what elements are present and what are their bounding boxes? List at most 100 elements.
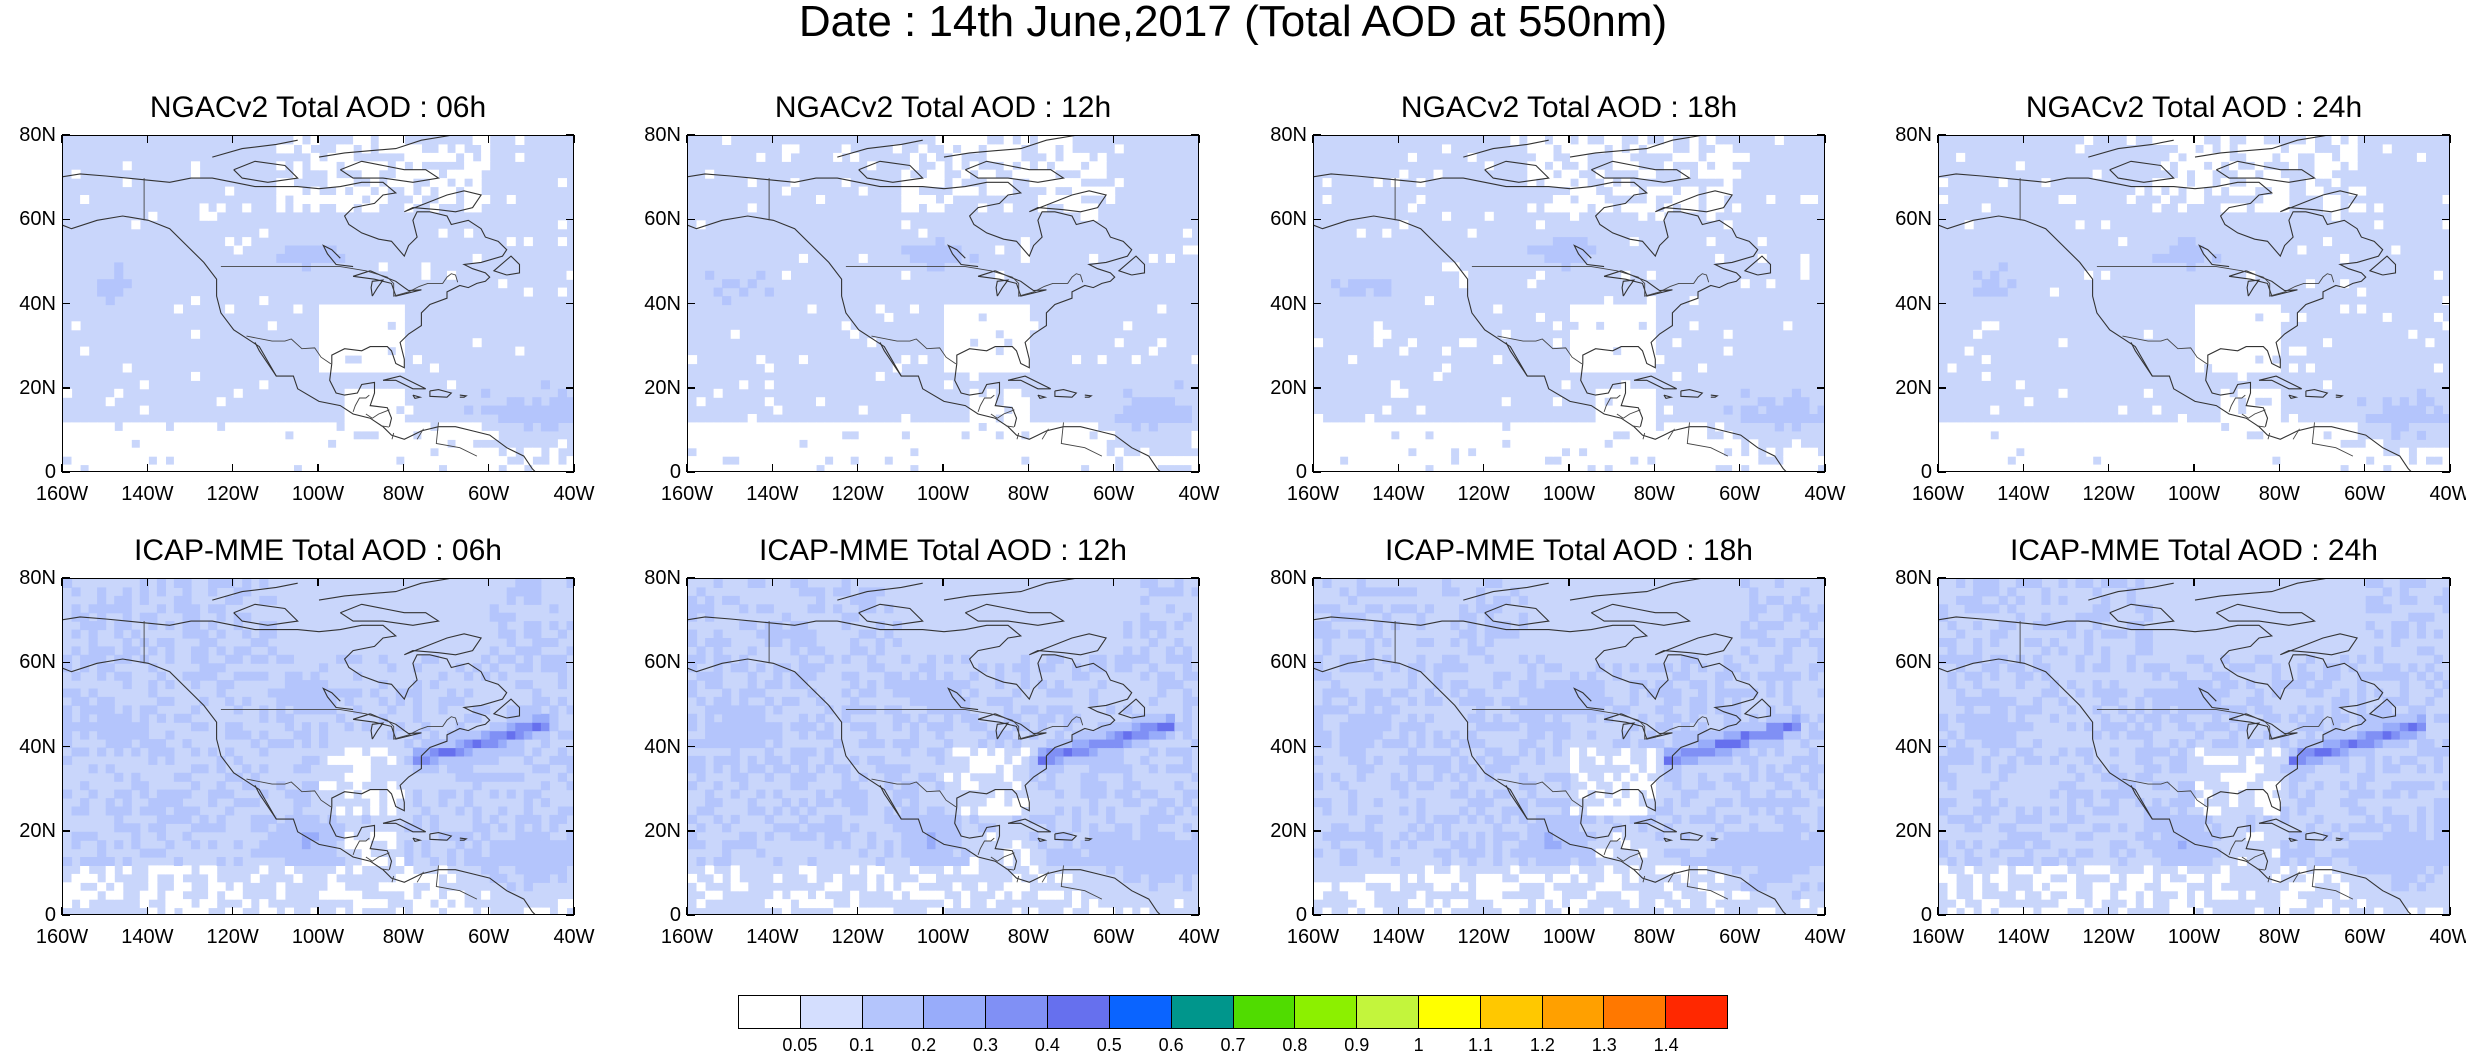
aod-cell [540,696,550,706]
aod-cell [489,814,499,824]
aod-cell [1706,152,1716,162]
aod-cell [1140,621,1150,631]
aod-cell [361,329,371,339]
aod-cell [1157,873,1167,883]
aod-cell [1191,456,1198,466]
aod-cell [995,312,1005,322]
aod-cell [429,882,439,892]
aod-cell [696,882,706,892]
lat-tick-mark [687,471,695,473]
aod-cell [1037,144,1047,154]
aod-cell [131,629,141,639]
aod-cell [1314,654,1324,664]
aod-cell [978,456,988,466]
aod-cell [105,890,115,900]
aod-cell [1165,397,1175,407]
aod-cell [557,730,567,740]
aod-cell [1646,422,1656,432]
aod-cell [191,823,201,833]
aod-cell [2280,186,2290,196]
aod-cell [2101,220,2111,230]
aod-cell [781,629,791,639]
aod-cell [225,654,235,664]
aod-cell [370,161,380,171]
aod-cell [2126,195,2136,204]
aod-cell [472,169,482,179]
aod-cell [909,890,919,900]
aod-cell [2340,253,2350,263]
aod-cell [250,422,260,432]
aod-cell [2348,430,2358,440]
aod-cell [892,772,902,782]
aod-cell [63,755,73,765]
aod-cell [455,907,465,914]
aod-cell [2254,346,2264,356]
aod-cell [114,772,124,782]
aod-cell [1339,739,1349,749]
aod-cell [858,848,868,858]
aod-cell [1990,270,2000,280]
aod-cell [2254,439,2264,449]
aod-cell [532,629,542,639]
aod-cell [1373,671,1383,681]
aod-cell [1612,355,1622,365]
aod-cell [199,764,209,774]
aod-cell [353,304,363,314]
aod-cell [1003,388,1013,398]
aod-cell [421,152,431,162]
aod-cell [841,772,851,782]
aod-cell [2092,422,2102,432]
aod-cell [88,789,98,799]
aod-cell [1783,456,1793,466]
aod-cell [1080,739,1090,749]
aod-cell [798,671,808,681]
aod-cell [2084,136,2094,145]
aod-cell [1981,371,1991,381]
aod-cell [1174,587,1184,597]
aod-cell [926,253,936,263]
aod-cell [156,747,166,757]
aod-cell [80,806,90,816]
aod-cell [1390,705,1400,715]
aod-cell [472,186,482,196]
aod-cell [969,397,979,407]
aod-cell [182,604,192,614]
aod-cell [2280,447,2290,457]
aod-cell [756,848,766,858]
aod-cell [901,169,911,179]
lon-tick-mark [1653,464,1656,472]
aod-cell [2246,338,2256,348]
aod-cell [1998,287,2008,297]
aod-cell [1689,464,1699,471]
aod-cell [1348,857,1358,866]
aod-cell [1365,890,1375,900]
aod-cell [2160,136,2170,145]
aod-cell [395,329,405,339]
aod-cell [71,629,81,639]
aod-cell [319,464,329,471]
aod-cell [1348,831,1358,841]
aod-cell [532,587,542,597]
aod-cell [71,890,81,900]
aod-cell [1037,890,1047,900]
aod-cell [1191,739,1198,749]
aod-cell [114,430,124,440]
aod-cell [884,907,894,914]
aod-cell [892,823,902,833]
coastline [1580,363,1644,427]
aod-cell [1740,414,1750,423]
aod-cell [2374,220,2384,230]
aod-cell [336,253,346,263]
aod-cell [1612,338,1622,348]
aod-cell [429,439,439,449]
aod-cell [549,823,559,833]
aod-cell [80,346,90,356]
aod-cell [756,722,766,732]
lat-tick-mark [62,661,70,663]
aod-cell [892,680,902,690]
aod-cell [901,456,911,466]
aod-cell [395,304,405,314]
aod-cell [1510,136,1520,145]
aod-cell [1106,747,1116,757]
aod-cell [1063,203,1073,213]
